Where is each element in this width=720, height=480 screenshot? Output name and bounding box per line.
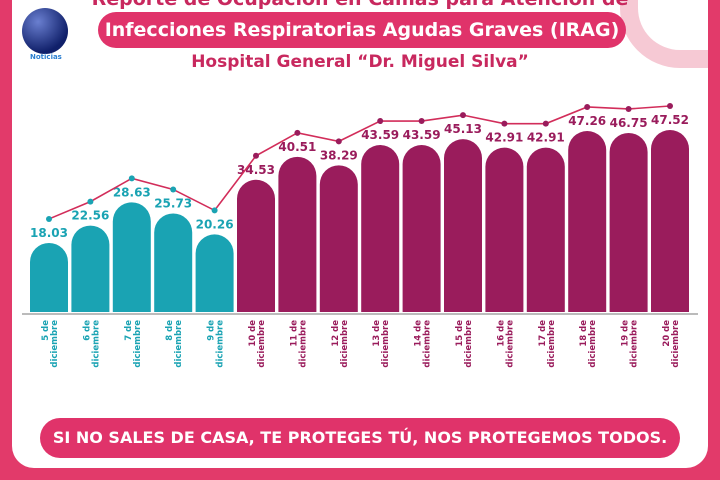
bar [154, 213, 193, 312]
line-marker [211, 207, 218, 214]
data-label: 38.29 [320, 148, 358, 162]
line-marker [460, 112, 466, 119]
bar [444, 139, 482, 312]
data-label: 34.53 [237, 163, 275, 177]
x-tick-label: 8 dediciembre [165, 320, 184, 368]
x-tick-label: 13 dediciembre [372, 320, 391, 368]
x-tick-label: 9 dediciembre [207, 320, 226, 368]
x-tick-label: 6 dediciembre [82, 320, 101, 368]
line-marker [128, 175, 135, 182]
bar [195, 234, 234, 312]
logo: Noticias [20, 8, 70, 66]
x-tick-label: 10 dediciembre [248, 320, 267, 368]
logo-text: Noticias [30, 53, 62, 61]
data-label: 42.91 [527, 131, 565, 145]
bar [71, 225, 110, 312]
data-label: 42.91 [485, 131, 523, 145]
bar [30, 242, 68, 312]
line-marker [418, 118, 425, 125]
x-tick-label: 12 dediciembre [331, 320, 350, 368]
line-marker [294, 129, 301, 136]
bar [112, 202, 151, 312]
data-label: 43.59 [361, 128, 399, 142]
x-tick-label: 20 dediciembre [662, 320, 681, 368]
x-tick-label: 14 dediciembre [414, 320, 433, 368]
data-label: 18.03 [30, 226, 68, 240]
x-tick-label: 18 dediciembre [579, 320, 598, 368]
x-tick-label: 16 dediciembre [496, 320, 515, 368]
line-marker [501, 120, 508, 127]
slogan-banner: SI NO SALES DE CASA, TE PROTEGES TÚ, NOS… [40, 418, 680, 458]
data-label: 25.73 [154, 196, 192, 210]
line-marker [584, 103, 591, 110]
bar [651, 129, 689, 312]
line-marker [335, 138, 342, 145]
bar [237, 179, 275, 312]
data-label: 43.59 [403, 128, 441, 142]
line-marker [625, 105, 632, 112]
x-tick-label: 15 dediciembre [455, 320, 474, 368]
bar [319, 165, 358, 312]
bar [485, 147, 524, 312]
line-marker [377, 118, 384, 125]
report-title: Reporte de Ocupación en Camas para Atenc… [0, 0, 720, 10]
data-label: 47.52 [651, 113, 689, 127]
x-tick-label: 11 dediciembre [289, 320, 308, 368]
data-label: 47.26 [568, 114, 606, 128]
line-marker [87, 198, 94, 205]
hospital-subtitle: Hospital General “Dr. Miguel Silva” [191, 52, 529, 72]
bar [278, 156, 317, 312]
globe-icon [22, 8, 68, 54]
chart: 18.03 5 dediciembre 22.56 6 dediciembre 28.6… [22, 102, 698, 368]
bar [402, 145, 441, 312]
line-marker [46, 215, 52, 222]
line-marker [253, 152, 259, 159]
line-marker [170, 186, 177, 193]
x-tick-label: 17 dediciembre [538, 320, 557, 368]
line-marker [667, 102, 673, 109]
bar [609, 132, 648, 312]
data-label: 20.26 [196, 217, 234, 231]
data-label: 28.63 [113, 185, 151, 199]
bar [568, 130, 607, 312]
main-title: Infecciones Respiratorias Agudas Graves … [98, 12, 626, 48]
x-tick-label: 19 dediciembre [621, 320, 640, 368]
bar [526, 147, 565, 312]
x-tick-label: 5 dediciembre [41, 320, 60, 368]
x-tick-label: 7 dediciembre [124, 320, 143, 368]
data-label: 40.51 [278, 140, 316, 154]
trend-line [48, 105, 671, 220]
line-marker [542, 120, 549, 127]
data-label: 22.56 [71, 209, 109, 223]
data-label: 45.13 [444, 122, 482, 136]
bar [361, 145, 400, 312]
data-label: 46.75 [610, 116, 648, 130]
